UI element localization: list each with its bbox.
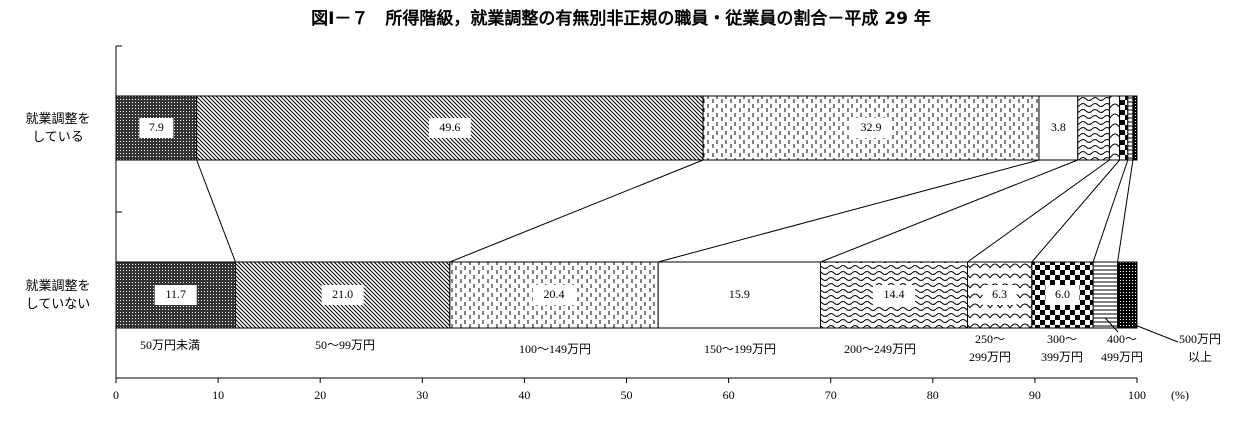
bar-segment [1108, 95, 1121, 161]
x-tick-label: 10 [212, 388, 224, 402]
value-label-box [533, 285, 576, 305]
x-tick-label: 20 [314, 388, 326, 402]
value-label: 21.0 [332, 287, 353, 301]
legend-label: 500万円 以上 [1178, 332, 1221, 364]
connector [967, 159, 1110, 263]
value-label: 49.6 [439, 120, 460, 134]
legend-label: 50～99万円 [314, 338, 375, 352]
bar-segment [1132, 95, 1138, 161]
value-label-box [154, 285, 197, 305]
bar-segment [1127, 95, 1134, 161]
connector [658, 159, 1040, 263]
x-tick-label: 40 [518, 388, 530, 402]
value-label-box [1041, 118, 1076, 138]
bar-segment [1117, 261, 1138, 329]
x-tick-label: 90 [1029, 388, 1041, 402]
legend-label: 150～199万円 [703, 342, 776, 356]
value-label-box [873, 285, 916, 305]
legend-label: 400～ 499万円 [1100, 332, 1143, 364]
value-label-box [718, 285, 761, 305]
bar-segment [1077, 95, 1110, 161]
connector [1031, 159, 1121, 263]
legend-label: 100～149万円 [518, 342, 591, 356]
leader [1127, 321, 1179, 343]
category-label: 就業調整を していない [25, 278, 91, 311]
value-label: 15.9 [729, 287, 750, 301]
x-tick-label: 100 [1128, 388, 1146, 402]
value-label: 11.7 [165, 287, 186, 301]
connector [820, 159, 1078, 263]
value-label: 6.3 [992, 287, 1007, 301]
x-tick-label: 70 [825, 388, 837, 402]
value-label-box [1045, 285, 1080, 305]
x-axis-label: (%) [1171, 388, 1189, 402]
legend-label: 50万円未満 [139, 338, 200, 352]
legend-label: 250～ 299万円 [968, 332, 1011, 364]
value-label: 32.9 [861, 120, 882, 134]
bar-segment [1092, 261, 1119, 329]
x-tick-label: 30 [416, 388, 428, 402]
value-label: 3.8 [1051, 120, 1066, 134]
legend-label: 200～249万円 [843, 342, 916, 356]
leader [1104, 317, 1119, 333]
value-label: 7.9 [149, 120, 164, 134]
connector [1092, 159, 1129, 263]
connector [1117, 159, 1134, 263]
value-label-box [139, 118, 174, 138]
x-tick-label: 80 [927, 388, 939, 402]
value-label-box [850, 118, 893, 138]
connector [449, 159, 704, 263]
bar-segment [1119, 95, 1129, 161]
value-label-box [321, 285, 364, 305]
x-tick-label: 50 [621, 388, 633, 402]
value-label: 20.4 [544, 287, 565, 301]
value-label: 6.0 [1055, 287, 1070, 301]
x-tick-label: 0 [113, 388, 119, 402]
value-label-box [428, 118, 471, 138]
value-label: 14.4 [884, 287, 905, 301]
legend-label: 300～ 399万円 [1040, 332, 1083, 364]
chart-title: 図Ⅰ－７ 所得階級，就業調整の有無別非正規の職員・従業員の割合－平成 29 年 [311, 9, 931, 29]
connector [196, 159, 236, 263]
x-tick-label: 60 [723, 388, 735, 402]
category-label: 就業調整を している [25, 111, 91, 144]
value-label-box [982, 285, 1017, 305]
